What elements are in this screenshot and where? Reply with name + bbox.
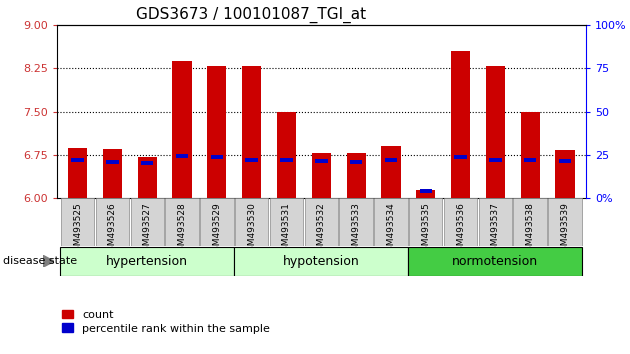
Bar bbox=[489, 158, 501, 162]
FancyBboxPatch shape bbox=[409, 198, 442, 246]
FancyBboxPatch shape bbox=[234, 247, 408, 275]
Bar bbox=[106, 160, 118, 164]
Bar bbox=[486, 67, 505, 198]
Bar bbox=[381, 146, 401, 198]
Text: GSM493526: GSM493526 bbox=[108, 202, 117, 257]
Text: hypertension: hypertension bbox=[106, 255, 188, 268]
Bar bbox=[454, 155, 467, 159]
FancyBboxPatch shape bbox=[130, 198, 164, 246]
Bar bbox=[68, 148, 87, 198]
Text: GDS3673 / 100101087_TGI_at: GDS3673 / 100101087_TGI_at bbox=[136, 7, 366, 23]
FancyBboxPatch shape bbox=[548, 198, 581, 246]
Bar bbox=[315, 159, 328, 163]
FancyBboxPatch shape bbox=[165, 198, 198, 246]
Bar bbox=[246, 158, 258, 162]
FancyBboxPatch shape bbox=[374, 198, 408, 246]
Bar bbox=[559, 159, 571, 163]
Bar bbox=[385, 158, 397, 162]
Bar bbox=[176, 154, 188, 158]
FancyBboxPatch shape bbox=[408, 247, 582, 275]
Text: GSM493535: GSM493535 bbox=[421, 202, 430, 257]
Text: disease state: disease state bbox=[3, 256, 77, 266]
FancyBboxPatch shape bbox=[479, 198, 512, 246]
Legend: count, percentile rank within the sample: count, percentile rank within the sample bbox=[62, 310, 270, 333]
Bar bbox=[141, 161, 154, 165]
FancyBboxPatch shape bbox=[200, 198, 234, 246]
Text: GSM493539: GSM493539 bbox=[561, 202, 570, 257]
Bar bbox=[524, 158, 536, 162]
Bar bbox=[520, 112, 540, 198]
Text: GSM493529: GSM493529 bbox=[212, 202, 221, 257]
Text: GSM493537: GSM493537 bbox=[491, 202, 500, 257]
Bar bbox=[346, 153, 365, 198]
Text: normotension: normotension bbox=[452, 255, 539, 268]
Bar bbox=[416, 189, 435, 198]
Polygon shape bbox=[43, 255, 54, 267]
Text: GSM493532: GSM493532 bbox=[317, 202, 326, 257]
FancyBboxPatch shape bbox=[340, 198, 373, 246]
Bar bbox=[137, 156, 157, 198]
Text: hypotension: hypotension bbox=[283, 255, 360, 268]
FancyBboxPatch shape bbox=[61, 198, 94, 246]
Bar bbox=[451, 51, 470, 198]
FancyBboxPatch shape bbox=[235, 198, 268, 246]
FancyBboxPatch shape bbox=[270, 198, 303, 246]
Bar bbox=[350, 160, 362, 164]
Bar bbox=[242, 67, 261, 198]
Text: GSM493538: GSM493538 bbox=[525, 202, 535, 257]
Bar bbox=[312, 153, 331, 198]
Bar bbox=[173, 61, 192, 198]
FancyBboxPatch shape bbox=[513, 198, 547, 246]
FancyBboxPatch shape bbox=[60, 247, 234, 275]
Bar bbox=[71, 158, 84, 162]
Bar bbox=[556, 150, 575, 198]
FancyBboxPatch shape bbox=[444, 198, 478, 246]
Text: GSM493530: GSM493530 bbox=[247, 202, 256, 257]
Text: GSM493527: GSM493527 bbox=[143, 202, 152, 257]
Text: GSM493531: GSM493531 bbox=[282, 202, 291, 257]
Text: GSM493534: GSM493534 bbox=[386, 202, 396, 257]
FancyBboxPatch shape bbox=[96, 198, 129, 246]
Bar bbox=[277, 112, 296, 198]
Text: GSM493528: GSM493528 bbox=[178, 202, 186, 257]
Text: GSM493533: GSM493533 bbox=[352, 202, 360, 257]
Bar bbox=[210, 155, 223, 159]
Bar bbox=[207, 67, 226, 198]
Bar bbox=[280, 158, 293, 162]
Bar bbox=[420, 189, 432, 193]
FancyBboxPatch shape bbox=[304, 198, 338, 246]
Text: GSM493525: GSM493525 bbox=[73, 202, 82, 257]
Text: GSM493536: GSM493536 bbox=[456, 202, 465, 257]
Bar bbox=[103, 149, 122, 198]
